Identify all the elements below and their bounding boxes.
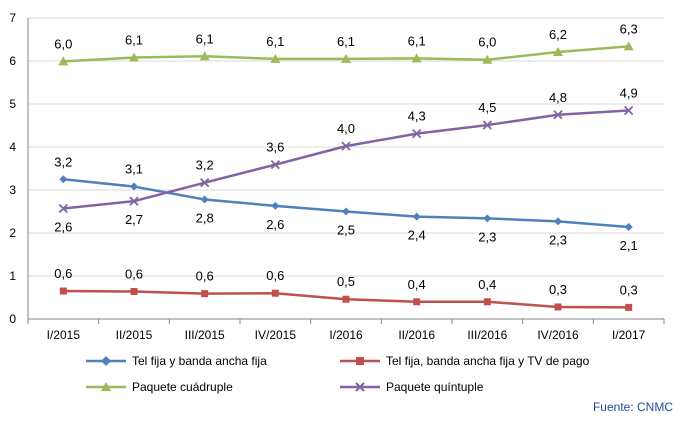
data-label: 6,1 [125, 33, 143, 48]
data-point [554, 217, 562, 226]
data-label: 2,3 [478, 229, 496, 244]
data-label: 2,6 [266, 217, 284, 232]
axes: 0 1 2 3 4 5 6 7 I/2015 II/2015 III/2015 IV/2015 I/20… [9, 11, 665, 342]
data-point [483, 298, 491, 306]
data-label: 2,5 [337, 223, 355, 238]
y-tick-label: 1 [9, 269, 16, 283]
data-label: 6,0 [478, 35, 496, 50]
x-tick-label: I/2016 [329, 328, 363, 342]
data-point [200, 178, 210, 188]
data-point [201, 290, 209, 298]
data-point [271, 201, 280, 210]
x-tick-label: IV/2016 [537, 328, 579, 342]
data-label: 3,6 [266, 140, 284, 155]
data-point [58, 203, 68, 214]
data-label: 0,4 [478, 277, 496, 292]
data-point [553, 110, 563, 120]
data-point [129, 52, 139, 62]
data-point [482, 54, 493, 64]
data-point [483, 214, 492, 223]
data-label: 0,6 [125, 266, 143, 281]
data-point [342, 207, 350, 216]
data-point [59, 175, 68, 184]
data-label: 2,1 [620, 238, 638, 253]
x-tick-label: II/2015 [116, 328, 153, 342]
data-label: 0,5 [337, 274, 355, 289]
data-label: 0,3 [620, 282, 638, 297]
data-point [58, 56, 69, 66]
y-tick-label: 3 [9, 183, 16, 197]
data-label: 3,2 [54, 154, 72, 169]
data-point [553, 46, 563, 56]
series-line [63, 178, 629, 229]
data-point [623, 41, 634, 51]
data-label: 4,9 [620, 85, 638, 100]
x-tick-label: I/2017 [612, 328, 646, 342]
data-label: 6,3 [620, 21, 638, 36]
data-label: 4,3 [408, 109, 426, 124]
y-tick-label: 7 [9, 11, 16, 25]
x-tick-label: III/2015 [185, 328, 225, 342]
series-lines [58, 41, 634, 311]
data-point [412, 129, 422, 139]
data-label: 4,5 [478, 100, 496, 115]
data-point [412, 212, 421, 221]
data-label: 2,7 [125, 212, 143, 227]
data-point [341, 141, 351, 151]
data-label: 6,1 [337, 34, 355, 49]
data-label: 6,2 [549, 27, 567, 42]
data-label: 0,6 [196, 269, 214, 284]
y-tick-label: 4 [9, 140, 16, 154]
data-label: 0,6 [266, 268, 284, 283]
x-tick-label: I/2015 [47, 328, 81, 342]
data-point [59, 287, 67, 295]
x-tick-label: II/2016 [398, 328, 435, 342]
data-point [270, 53, 281, 63]
y-tick-label: 6 [9, 54, 16, 68]
data-label: 6,1 [196, 31, 214, 46]
data-point [342, 295, 350, 303]
data-point [130, 182, 138, 191]
data-point [624, 105, 634, 116]
data-point [129, 196, 139, 206]
data-point [270, 159, 280, 170]
data-point [625, 303, 633, 311]
data-label: 6,1 [408, 33, 426, 48]
x-tick-label: III/2016 [467, 328, 507, 342]
data-label: 6,1 [266, 34, 284, 49]
data-point [413, 298, 421, 306]
data-point [271, 289, 279, 297]
data-label: 0,4 [408, 277, 426, 292]
data-point [554, 303, 562, 311]
source-note: Fuente: CNMC [592, 400, 673, 414]
data-label: 3,2 [196, 158, 214, 173]
data-point [341, 53, 351, 63]
data-label: 2,3 [549, 232, 567, 247]
y-tick-label: 2 [9, 226, 16, 240]
data-point [624, 222, 633, 231]
data-point [482, 120, 492, 130]
data-point [200, 195, 209, 204]
y-tick-label: 5 [9, 97, 16, 111]
data-label: 4,8 [549, 90, 567, 105]
data-labels: 3,2 3,1 2,8 2,6 2,5 2,4 2,3 2,3 2,1 0,6 0,6 0,6 0,6 0… [54, 21, 637, 297]
data-label: 2,4 [408, 228, 426, 243]
data-point [130, 287, 138, 295]
data-label: 6,0 [54, 36, 72, 51]
data-label: 2,6 [54, 219, 72, 234]
data-label: 0,3 [549, 282, 567, 297]
data-point [411, 53, 422, 63]
data-label: 4,0 [337, 121, 355, 136]
data-label: 0,6 [54, 266, 72, 281]
data-point [199, 51, 210, 61]
y-tick-label: 0 [9, 312, 16, 326]
data-label: 2,8 [196, 210, 214, 225]
data-label: 3,1 [125, 162, 143, 177]
x-tick-label: IV/2015 [255, 328, 297, 342]
